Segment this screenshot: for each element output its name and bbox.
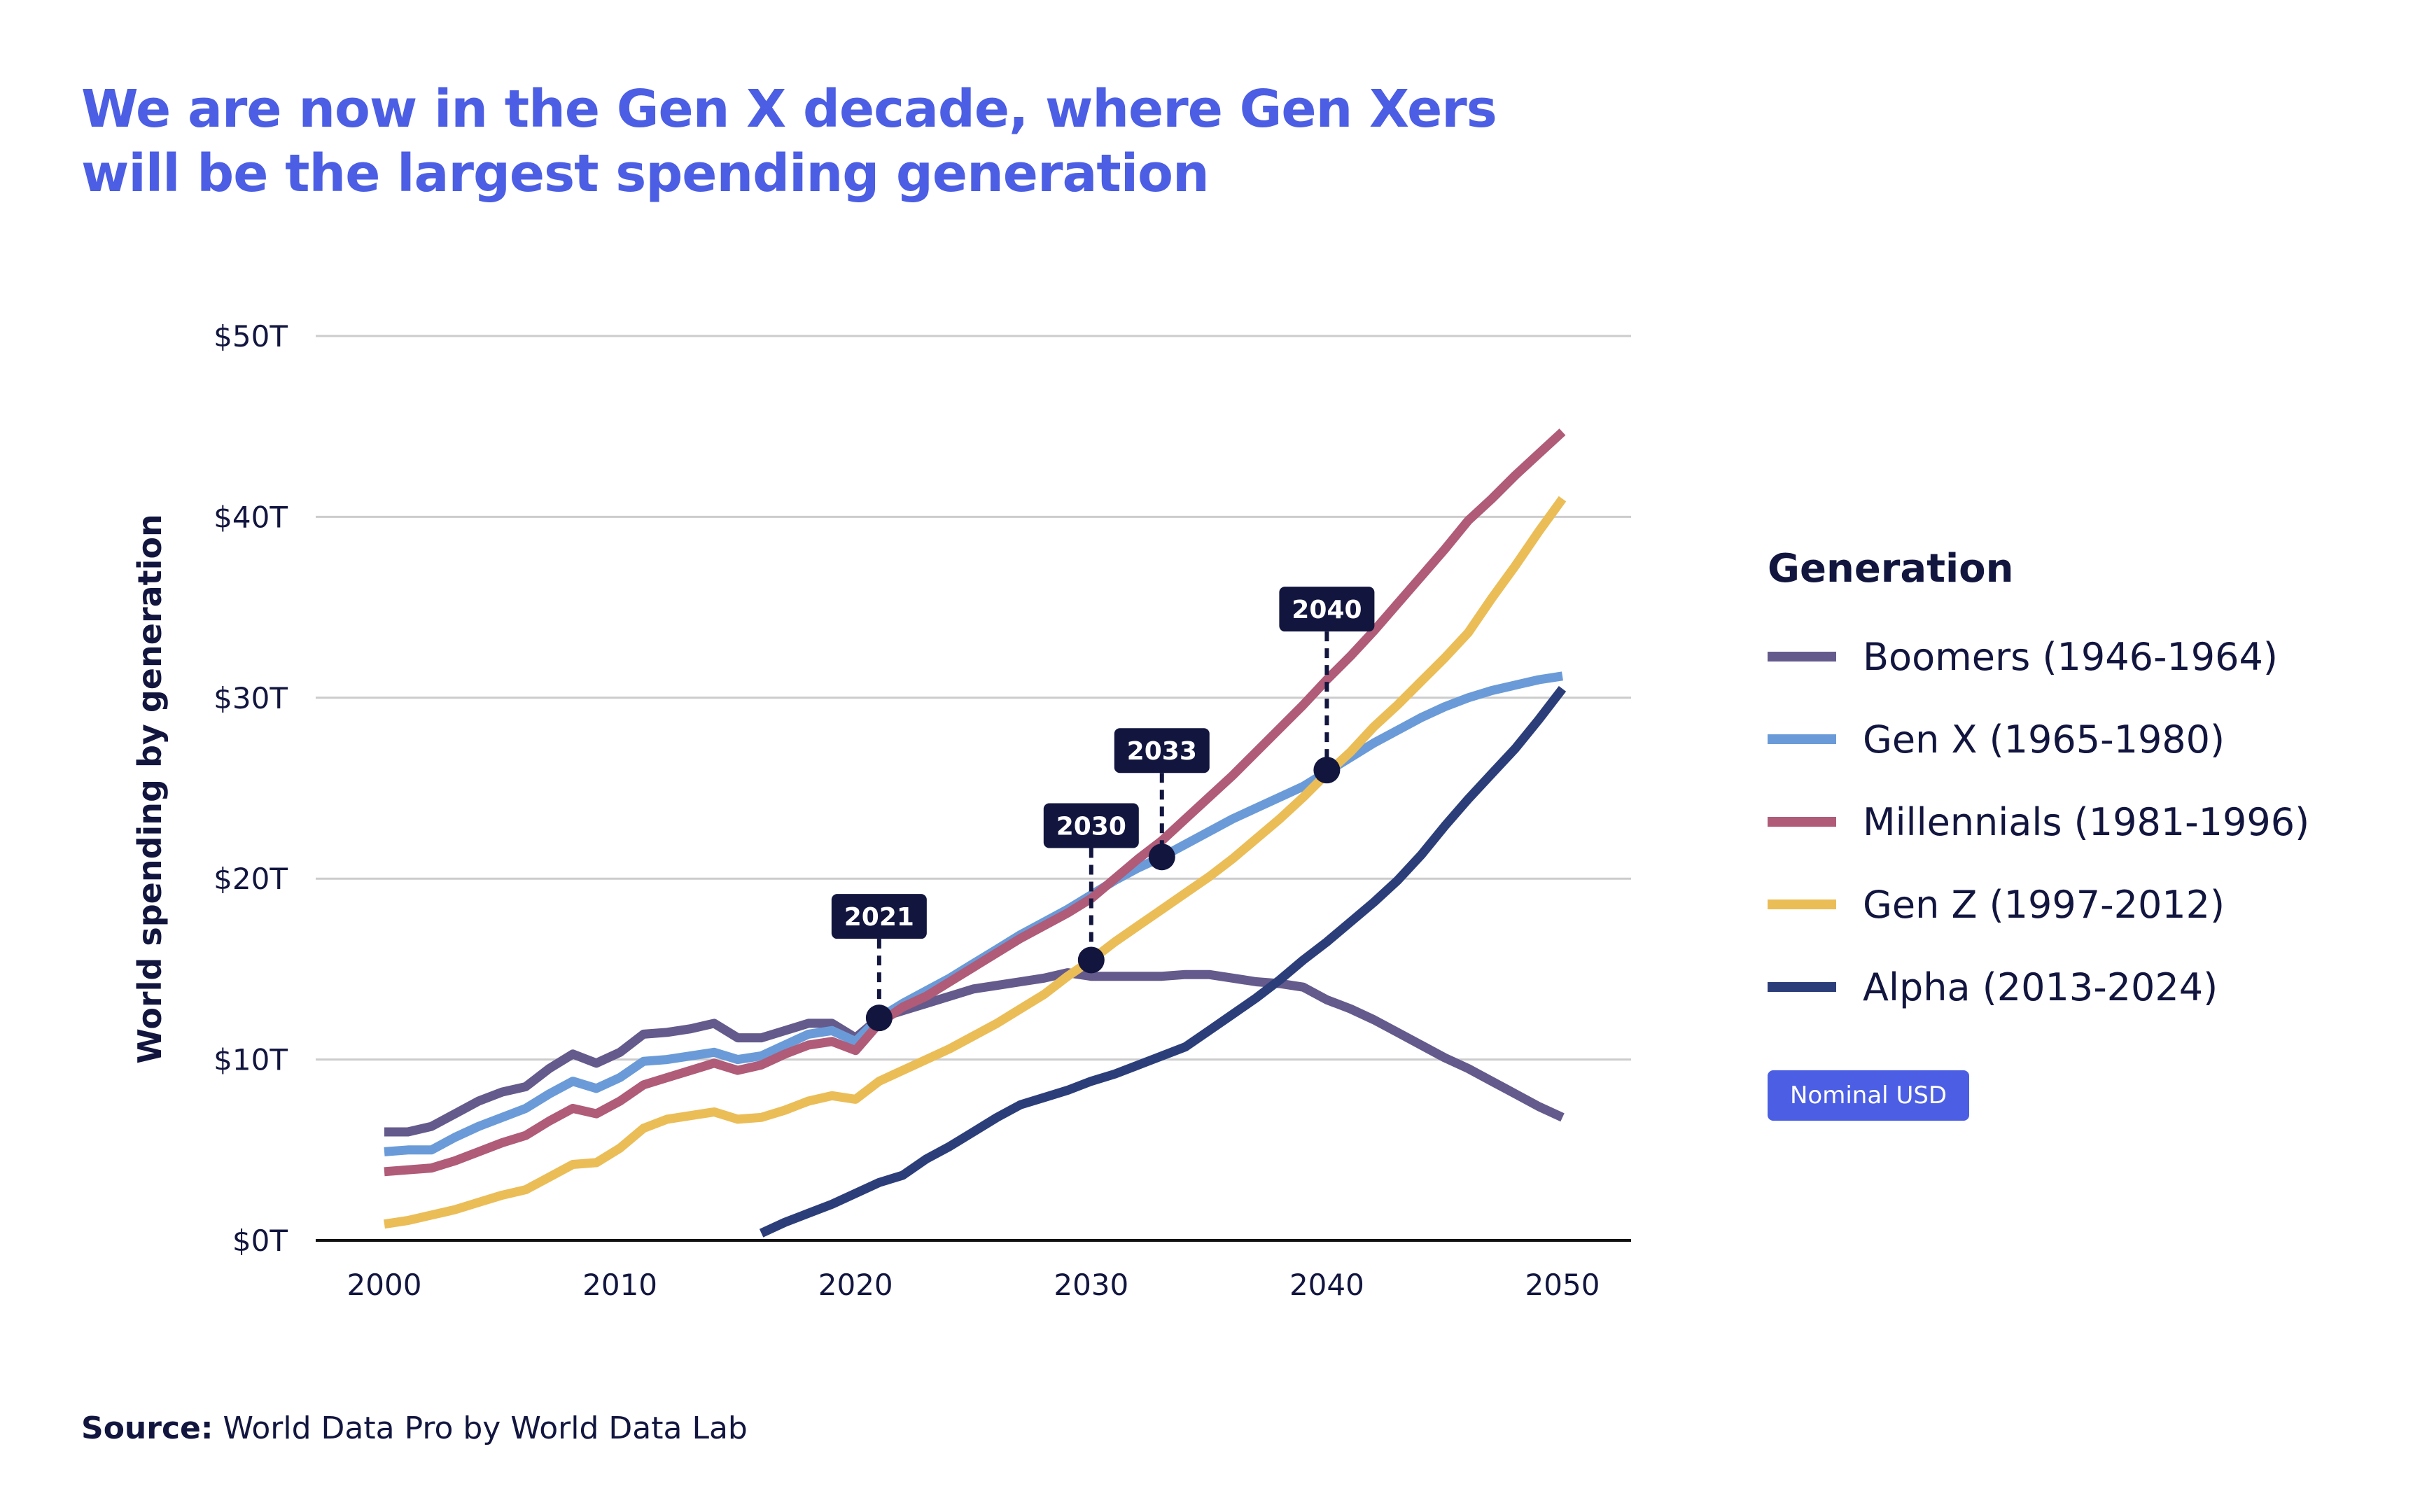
y-tick-label: $50T — [214, 319, 288, 354]
legend-item: Millennials (1981-1996) — [1768, 780, 2309, 863]
y-tick-label: $10T — [214, 1043, 288, 1077]
legend-item: Boomers (1946-1964) — [1768, 615, 2309, 698]
annotation-point — [865, 1004, 893, 1032]
series-line-millennials — [384, 428, 1566, 1177]
series-line-gen — [384, 671, 1563, 1156]
annotation-label: 2040 — [1292, 596, 1362, 624]
legend-label: Millennials (1981-1996) — [1863, 799, 2310, 844]
source-note: Source: World Data Pro by World Data Lab — [81, 1410, 748, 1446]
legend-swatch — [1768, 734, 1836, 744]
x-tick-label: 2020 — [818, 1268, 893, 1302]
nominal-usd-badge: Nominal USD — [1768, 1070, 1970, 1121]
annotation-point — [1077, 946, 1105, 974]
legend-label: Boomers (1946-1964) — [1863, 634, 2278, 679]
series-line-boomers — [384, 968, 1565, 1137]
chart-title: We are now in the Gen X decade, where Ge… — [81, 77, 1497, 206]
y-tick-label: $40T — [214, 500, 288, 534]
title-line-2: will be the largest spending generation — [81, 144, 1210, 204]
annotation-box — [831, 894, 927, 939]
legend: Generation Boomers (1946-1964) Gen X (196… — [1768, 546, 2309, 1121]
x-tick-label: 2040 — [1289, 1268, 1364, 1302]
annotation-point — [1313, 757, 1341, 784]
y-tick-label: $30T — [214, 681, 288, 715]
legend-item: Gen X (1965-1980) — [1768, 698, 2309, 780]
annotation-label: 2030 — [1056, 812, 1126, 841]
source-label: Source: — [81, 1410, 214, 1446]
source-text: World Data Pro by World Data Lab — [213, 1410, 748, 1446]
y-axis-label: World spending by generation — [131, 514, 169, 1064]
legend-label: Gen Z (1997-2012) — [1863, 882, 2225, 927]
legend-label: Alpha (2013-2024) — [1863, 965, 2218, 1009]
x-tick-label: 2050 — [1525, 1268, 1600, 1302]
annotation-label: 2021 — [844, 903, 914, 932]
annotation-box — [1043, 803, 1139, 848]
series-line-gen — [384, 496, 1567, 1229]
legend-swatch — [1768, 899, 1836, 909]
x-tick-label: 2000 — [347, 1268, 422, 1302]
legend-swatch — [1768, 652, 1836, 662]
y-tick-label: $0T — [232, 1224, 288, 1258]
legend-item: Alpha (2013-2024) — [1768, 946, 2309, 1028]
legend-swatch — [1768, 817, 1836, 827]
annotation-box — [1114, 728, 1210, 774]
x-tick-label: 2010 — [582, 1268, 657, 1302]
legend-label: Gen X (1965-1980) — [1863, 717, 2225, 762]
legend-swatch — [1768, 982, 1836, 992]
series-line-alpha — [759, 685, 1567, 1238]
legend-item: Gen Z (1997-2012) — [1768, 863, 2309, 946]
annotation-point — [1148, 844, 1175, 871]
annotation-label: 2033 — [1127, 737, 1197, 766]
legend-title: Generation — [1768, 546, 2014, 592]
y-tick-label: $20T — [214, 862, 288, 896]
annotation-box — [1279, 587, 1375, 632]
x-tick-label: 2030 — [1054, 1268, 1128, 1302]
title-line-1: We are now in the Gen X decade, where Ge… — [81, 79, 1497, 139]
